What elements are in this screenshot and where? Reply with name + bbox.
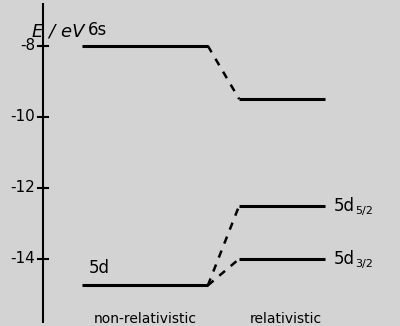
Text: -8: -8 — [20, 38, 35, 53]
Text: -12: -12 — [11, 180, 35, 195]
Text: 5d: 5d — [333, 197, 354, 215]
Text: -10: -10 — [11, 109, 35, 124]
Text: E / eV: E / eV — [32, 23, 84, 41]
Text: non-relativistic: non-relativistic — [94, 312, 197, 326]
Text: 5d: 5d — [333, 250, 354, 268]
Text: relativistic: relativistic — [250, 312, 322, 326]
Text: 5d: 5d — [88, 259, 109, 276]
Text: -14: -14 — [11, 251, 35, 266]
Text: 3/2: 3/2 — [355, 259, 373, 269]
Text: 5/2: 5/2 — [355, 206, 373, 216]
Text: 6s: 6s — [88, 21, 108, 39]
